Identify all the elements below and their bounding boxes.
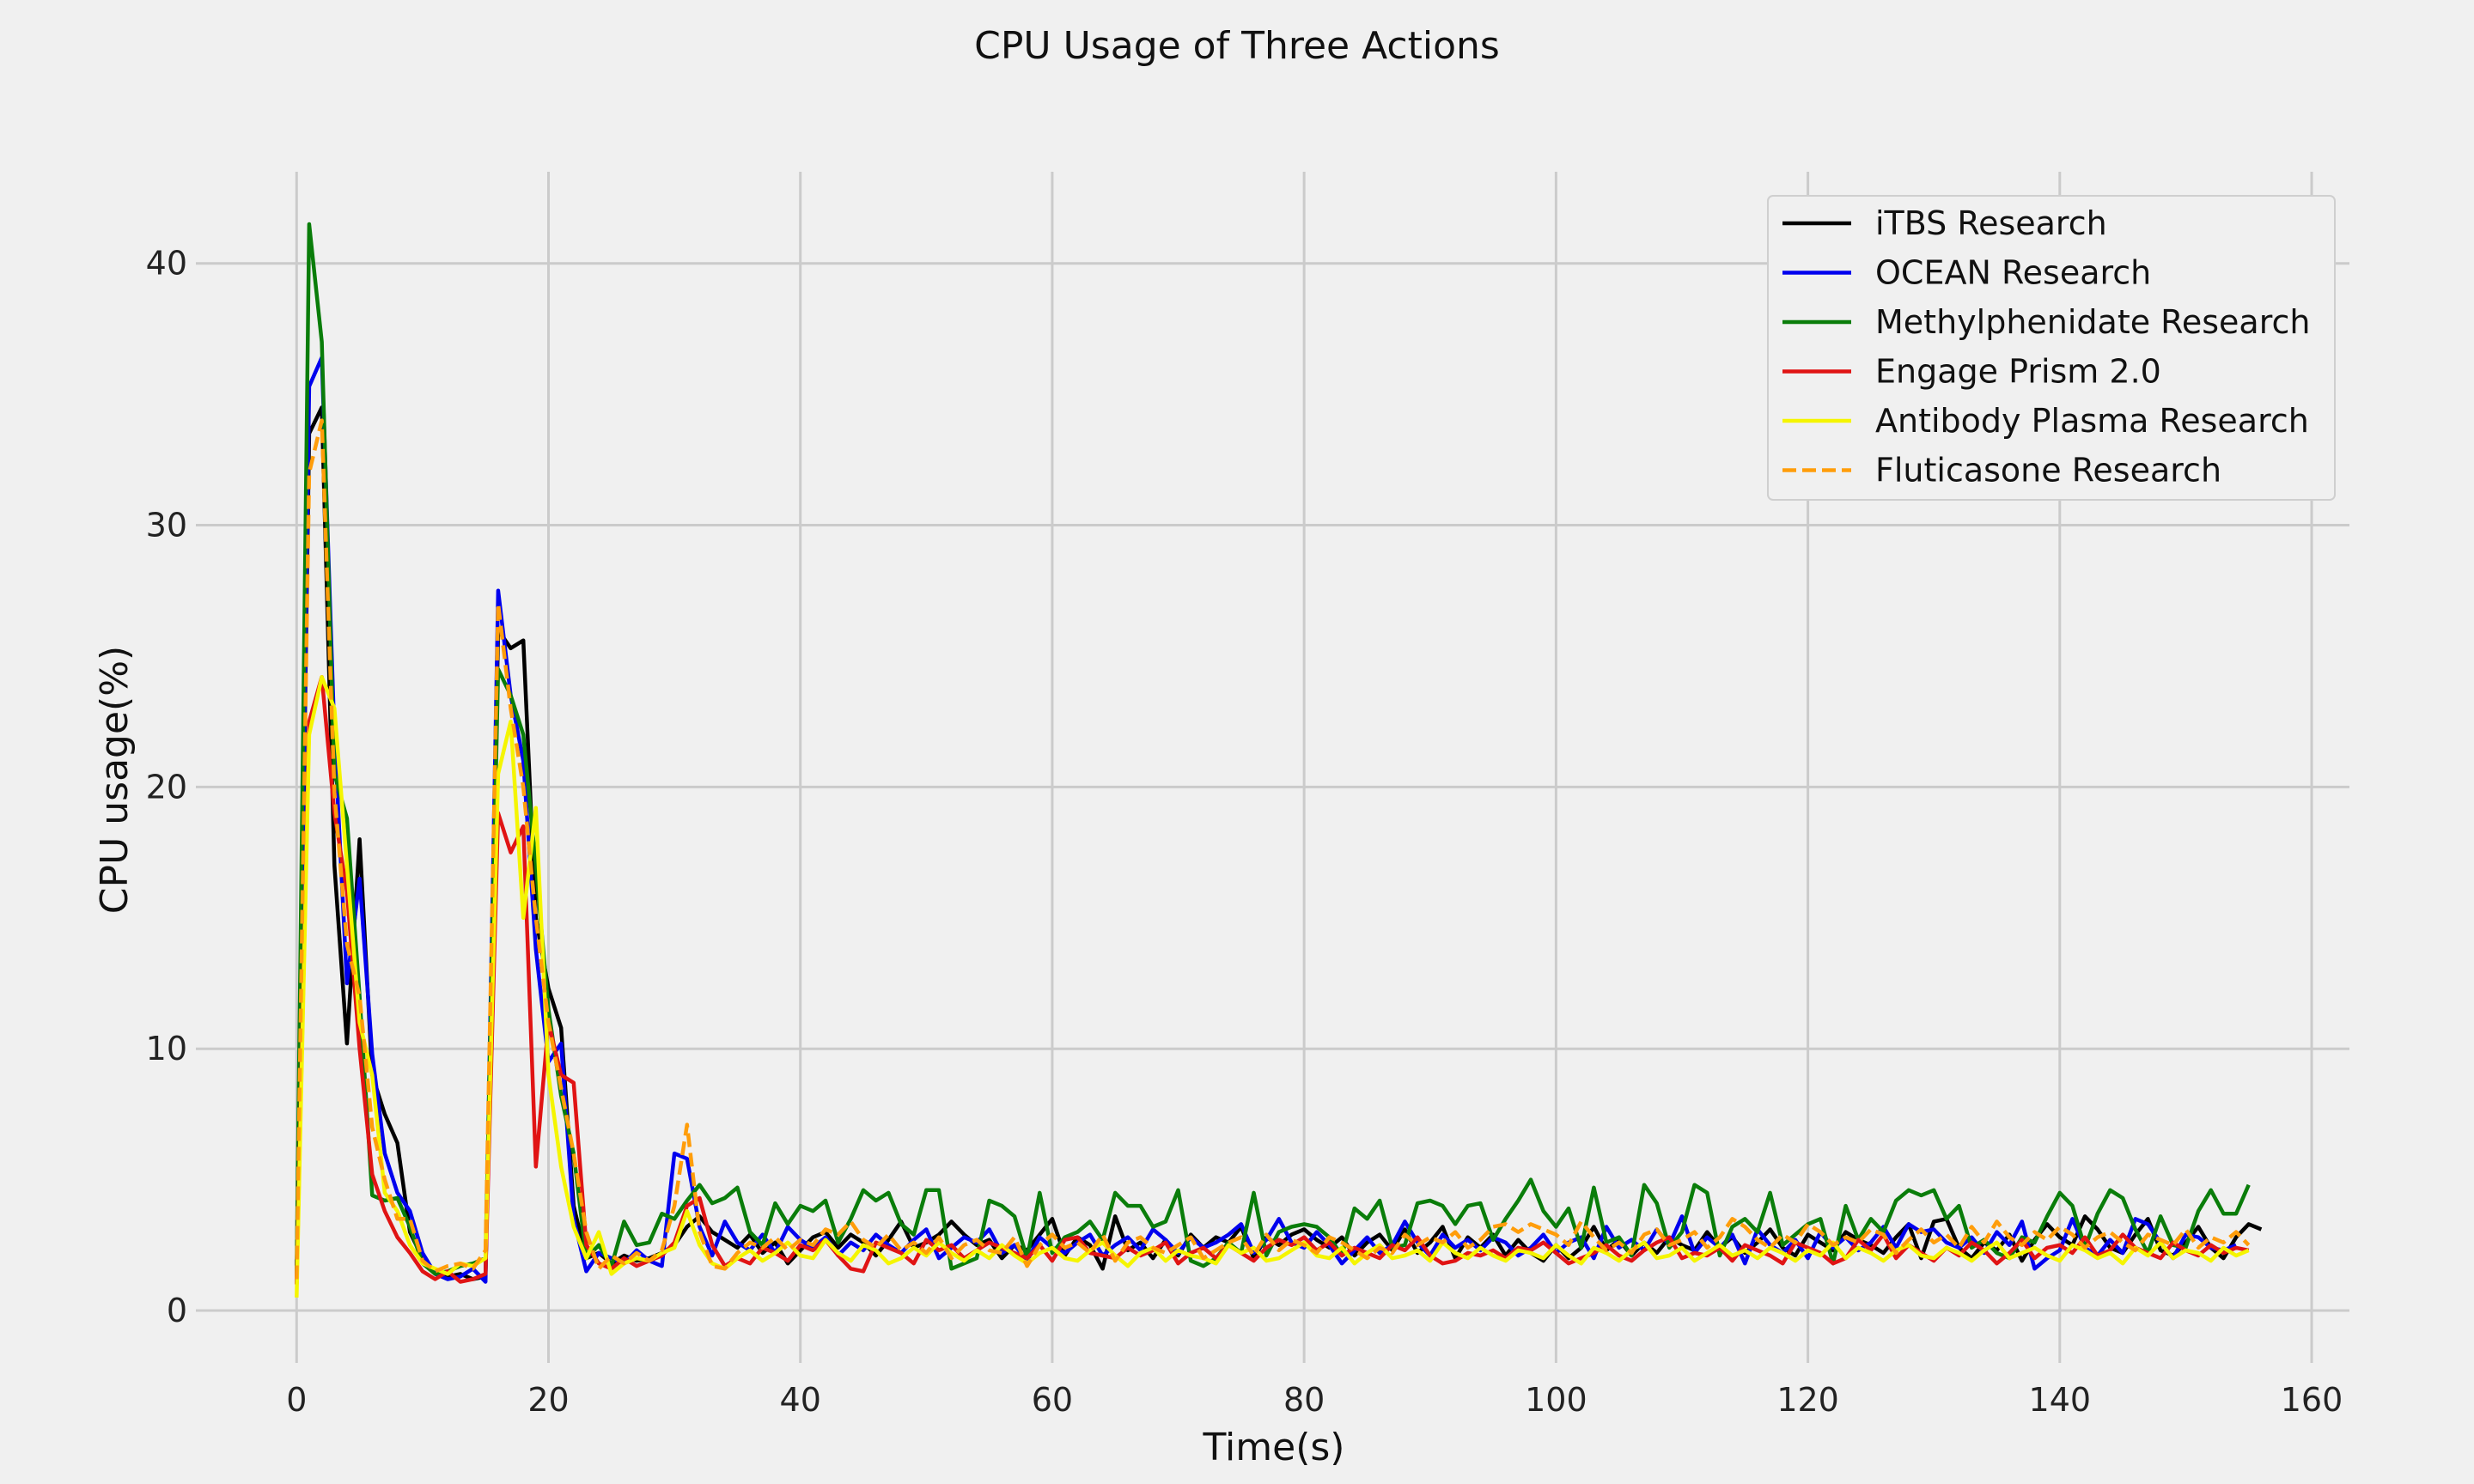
legend-label-0: iTBS Research <box>1875 204 2107 242</box>
legend: iTBS Research OCEAN Research Methylphenida… <box>1767 195 2336 501</box>
legend-label-1: OCEAN Research <box>1875 254 2151 292</box>
x-tick-label: 100 <box>1525 1381 1587 1419</box>
x-tick-label: 80 <box>1283 1381 1325 1419</box>
series-lines <box>295 222 2263 1298</box>
series-line-0 <box>295 405 2263 1281</box>
tick-labels: 0 20 40 60 80 100 120 140 160 0 10 20 30 40 <box>146 245 2343 1419</box>
legend-label-5: Fluticasone Research <box>1875 452 2221 490</box>
y-tick-label: 30 <box>146 507 187 544</box>
chart-title: CPU Usage of Three Actions <box>974 24 1500 68</box>
y-tick-label: 40 <box>146 245 187 283</box>
series-line-4 <box>295 675 2250 1298</box>
x-tick-label: 40 <box>780 1381 821 1419</box>
legend-label-2: Methylphenidate Research <box>1875 303 2311 341</box>
x-tick-label: 140 <box>2029 1381 2092 1419</box>
x-tick-label: 160 <box>2281 1381 2343 1419</box>
x-tick-label: 60 <box>1032 1381 1073 1419</box>
x-tick-label: 0 <box>286 1381 307 1419</box>
x-tick-label: 20 <box>527 1381 569 1419</box>
y-tick-label: 20 <box>146 768 187 806</box>
y-tick-label: 0 <box>167 1292 187 1329</box>
x-tick-label: 120 <box>1776 1381 1839 1419</box>
y-axis-label: CPU usage(%) <box>93 646 137 914</box>
legend-label-3: Engage Prism 2.0 <box>1875 353 2161 391</box>
x-axis-label: Time(s) <box>1203 1426 1345 1469</box>
legend-label-4: Antibody Plasma Research <box>1875 402 2309 440</box>
legend-items: iTBS Research OCEAN Research Methylphenida… <box>1782 204 2311 490</box>
series-line-5 <box>295 418 2251 1280</box>
y-tick-label: 10 <box>146 1030 187 1067</box>
legend-box <box>1767 195 2336 501</box>
